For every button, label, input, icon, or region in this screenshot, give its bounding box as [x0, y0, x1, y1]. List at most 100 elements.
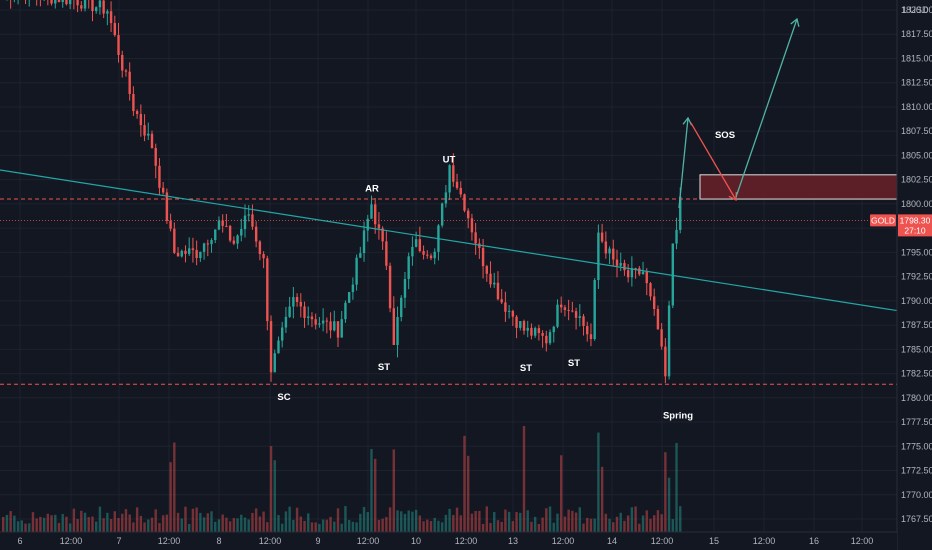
candle-body	[519, 321, 522, 328]
candle-body	[634, 268, 637, 270]
volume-bar	[228, 521, 232, 532]
candle-body	[493, 282, 496, 285]
price-tick: 1817.50	[901, 29, 932, 39]
price-tick: 1815.00	[901, 53, 932, 63]
candle-body	[57, 0, 61, 2]
candle-body	[474, 232, 477, 244]
candle-body	[128, 71, 131, 94]
candle-body	[228, 225, 232, 241]
label-st: ST	[520, 363, 532, 374]
candle-body	[374, 204, 377, 225]
price-tick: 1790.00	[901, 296, 932, 306]
candle-body	[169, 220, 172, 229]
volume-bar	[54, 514, 57, 532]
candle-body	[608, 248, 611, 254]
volume-bar	[76, 518, 79, 532]
candle-body	[106, 11, 109, 14]
label-sc: SC	[277, 392, 290, 403]
label-sos: SOS	[715, 130, 735, 141]
volume-bar	[418, 515, 422, 532]
label-ar: AR	[365, 183, 379, 194]
volume-bar	[113, 511, 116, 532]
volume-bar	[269, 446, 273, 532]
volume-bar	[344, 506, 347, 532]
volume-bar	[604, 513, 608, 532]
candle-body	[95, 7, 98, 12]
candle-body	[307, 316, 310, 318]
volume-bar	[150, 517, 154, 532]
time-tick: 13	[508, 536, 518, 546]
price-tick: 1795.00	[901, 247, 932, 257]
candle-body	[545, 335, 548, 344]
target-zone	[699, 174, 898, 200]
candle-body	[455, 181, 459, 188]
candle-body	[325, 320, 329, 322]
candle-body	[340, 319, 343, 338]
time-tick: 12:00	[753, 536, 776, 546]
volume-bar	[679, 506, 682, 532]
time-axis-bg	[0, 532, 897, 550]
candle-body	[407, 256, 410, 279]
price-tick: 1787.50	[901, 320, 932, 330]
candle-body	[571, 310, 574, 312]
candle-body	[188, 248, 191, 254]
volume-bar	[50, 515, 53, 532]
candle-body	[593, 280, 596, 340]
volume-bar	[117, 517, 120, 532]
candle-body	[184, 250, 187, 254]
volume-bar	[340, 523, 343, 532]
candle-body	[667, 305, 671, 377]
volume-bar	[649, 518, 652, 532]
volume-bar	[154, 509, 157, 532]
time-tick: 12:00	[851, 536, 874, 546]
volume-bar	[314, 522, 317, 532]
grid	[0, 0, 897, 532]
volume-bar	[560, 455, 563, 532]
volume-bar	[556, 513, 559, 532]
overlays	[0, 17, 898, 385]
candle-body	[258, 241, 262, 255]
volume-bar	[258, 516, 262, 532]
volume-bar	[57, 522, 61, 532]
volume-bar	[638, 523, 641, 532]
volume-bar	[98, 506, 102, 532]
time-axis[interactable]: 6 12:00 7 12:00 8 12:00 9 12:00 10 12:00 13 12:00 14…	[0, 531, 897, 550]
time-tick: 10	[411, 536, 421, 546]
trendline	[0, 169, 898, 312]
last-price-badge	[898, 214, 932, 237]
candle-body	[206, 243, 209, 245]
volume-bar	[273, 460, 276, 532]
candle-body	[102, 0, 105, 14]
candle-body	[552, 326, 555, 333]
countdown-text: 27:10	[904, 225, 926, 235]
volume-bar	[132, 522, 135, 532]
volume-bar	[351, 521, 355, 532]
volume-bar	[448, 508, 451, 532]
candle-body	[68, 0, 72, 5]
symbol-badge-text: GOLD	[871, 215, 895, 225]
candle-body	[318, 323, 321, 325]
annotations: SC AR ST UT ST ST Spring SOS	[277, 130, 735, 421]
candle-body	[135, 111, 139, 114]
volume-bar	[355, 522, 358, 532]
volume-bar	[214, 521, 217, 532]
volume-bar	[660, 514, 663, 532]
volume-bar	[485, 506, 488, 532]
volume-bar	[630, 507, 634, 532]
volume-bar	[188, 523, 191, 532]
candle-body	[481, 247, 485, 267]
candle-body	[109, 11, 113, 24]
volume-bar	[325, 519, 329, 532]
candle-body	[98, 0, 102, 8]
candle-body	[269, 321, 273, 373]
price-tick: 1782.50	[901, 369, 932, 379]
volume-bar	[106, 512, 109, 532]
volume-bar	[143, 522, 146, 532]
candle-body	[537, 328, 541, 334]
candle-body	[612, 248, 615, 260]
volume-bar	[329, 516, 332, 532]
candle-body	[530, 327, 533, 336]
volume-bar	[422, 521, 425, 532]
